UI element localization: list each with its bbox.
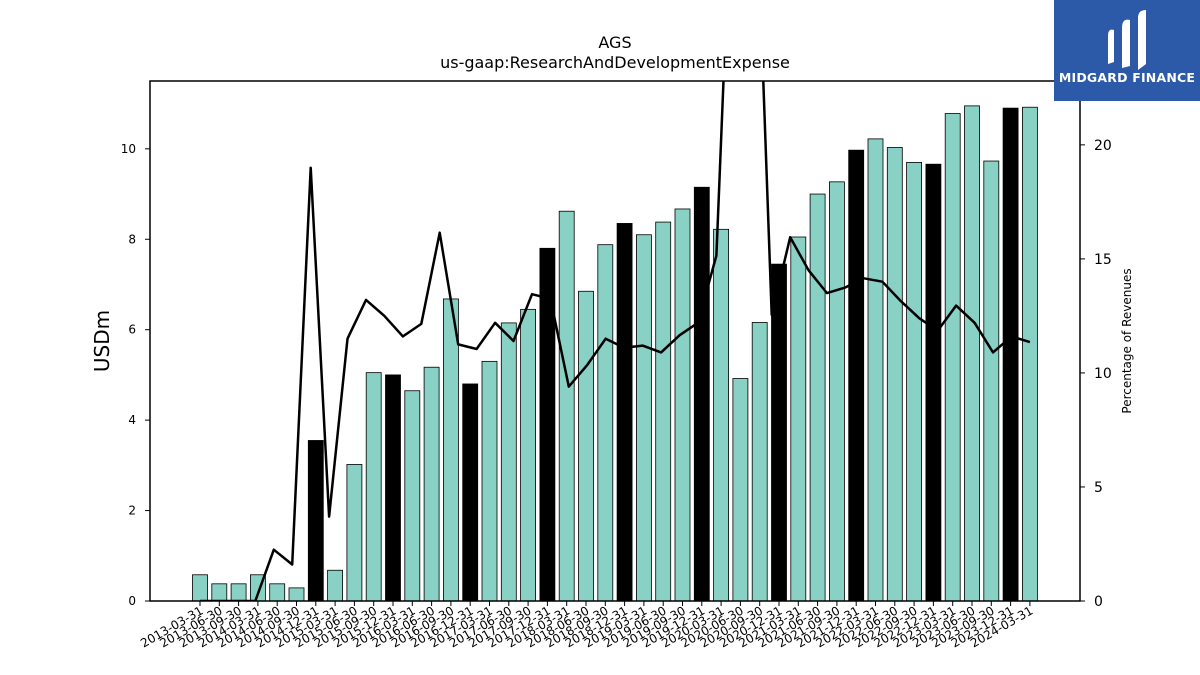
bar bbox=[1022, 106, 1038, 602]
brand-logo: MIDGARD FINANCE bbox=[1054, 0, 1200, 101]
bar bbox=[964, 105, 980, 602]
bar bbox=[211, 583, 228, 602]
bar bbox=[597, 244, 614, 602]
y-tick-label: 4 bbox=[128, 413, 136, 427]
bar bbox=[365, 372, 382, 602]
bar bbox=[790, 236, 807, 602]
bar bbox=[906, 161, 922, 602]
bar bbox=[558, 210, 575, 602]
y2-tick-label: 10 bbox=[1094, 366, 1112, 382]
bar bbox=[693, 186, 710, 602]
bar bbox=[655, 221, 672, 602]
y-axis-label: USDm bbox=[90, 310, 114, 372]
midgard-logo-icon bbox=[1108, 10, 1146, 70]
bar bbox=[230, 583, 247, 602]
bar bbox=[442, 298, 459, 602]
y-tick-label: 2 bbox=[128, 504, 136, 518]
bar bbox=[404, 390, 421, 602]
y2-tick-label: 0 bbox=[1094, 594, 1103, 610]
bar bbox=[520, 308, 536, 602]
bar bbox=[732, 378, 749, 602]
y2-axis-label: Percentage of Revenues bbox=[1120, 268, 1134, 413]
bar bbox=[944, 113, 961, 602]
chart-title: AGS bbox=[598, 33, 631, 52]
bar bbox=[307, 440, 324, 602]
y2-tick-label: 15 bbox=[1094, 252, 1112, 268]
bar bbox=[848, 149, 865, 602]
bar bbox=[713, 228, 729, 602]
bar bbox=[327, 569, 344, 602]
series-line-percentage-of-revenues bbox=[200, 81, 1031, 601]
bar bbox=[500, 322, 517, 602]
bar bbox=[925, 163, 942, 602]
bar bbox=[423, 366, 440, 602]
bar bbox=[192, 574, 208, 602]
bar bbox=[809, 193, 826, 602]
bar bbox=[616, 223, 633, 602]
y2-tick-label: 5 bbox=[1094, 480, 1103, 496]
brand-logo-text: MIDGARD FINANCE bbox=[1058, 70, 1196, 85]
chart-subtitle: us-gaap:ResearchAndDevelopmentExpense bbox=[440, 53, 790, 72]
bar bbox=[829, 181, 845, 602]
bar bbox=[867, 138, 884, 602]
bar bbox=[636, 234, 652, 602]
bar bbox=[674, 208, 691, 602]
plot-frame bbox=[149, 80, 1081, 602]
bar bbox=[751, 322, 768, 602]
bar bbox=[481, 360, 498, 602]
y2-tick-label: 20 bbox=[1094, 138, 1112, 154]
bar bbox=[346, 464, 363, 602]
bar bbox=[288, 587, 305, 602]
bar bbox=[269, 583, 286, 602]
bar bbox=[983, 160, 1000, 602]
bar bbox=[886, 147, 903, 602]
y-tick-label: 10 bbox=[121, 142, 136, 156]
y-tick-label: 0 bbox=[128, 594, 136, 608]
bar bbox=[462, 383, 479, 602]
bar bbox=[385, 374, 401, 602]
bar bbox=[578, 290, 594, 602]
y-tick-label: 8 bbox=[128, 232, 136, 246]
y-tick-label: 6 bbox=[128, 323, 136, 337]
bar bbox=[539, 247, 556, 602]
bar bbox=[1002, 107, 1019, 602]
bar bbox=[771, 263, 787, 602]
